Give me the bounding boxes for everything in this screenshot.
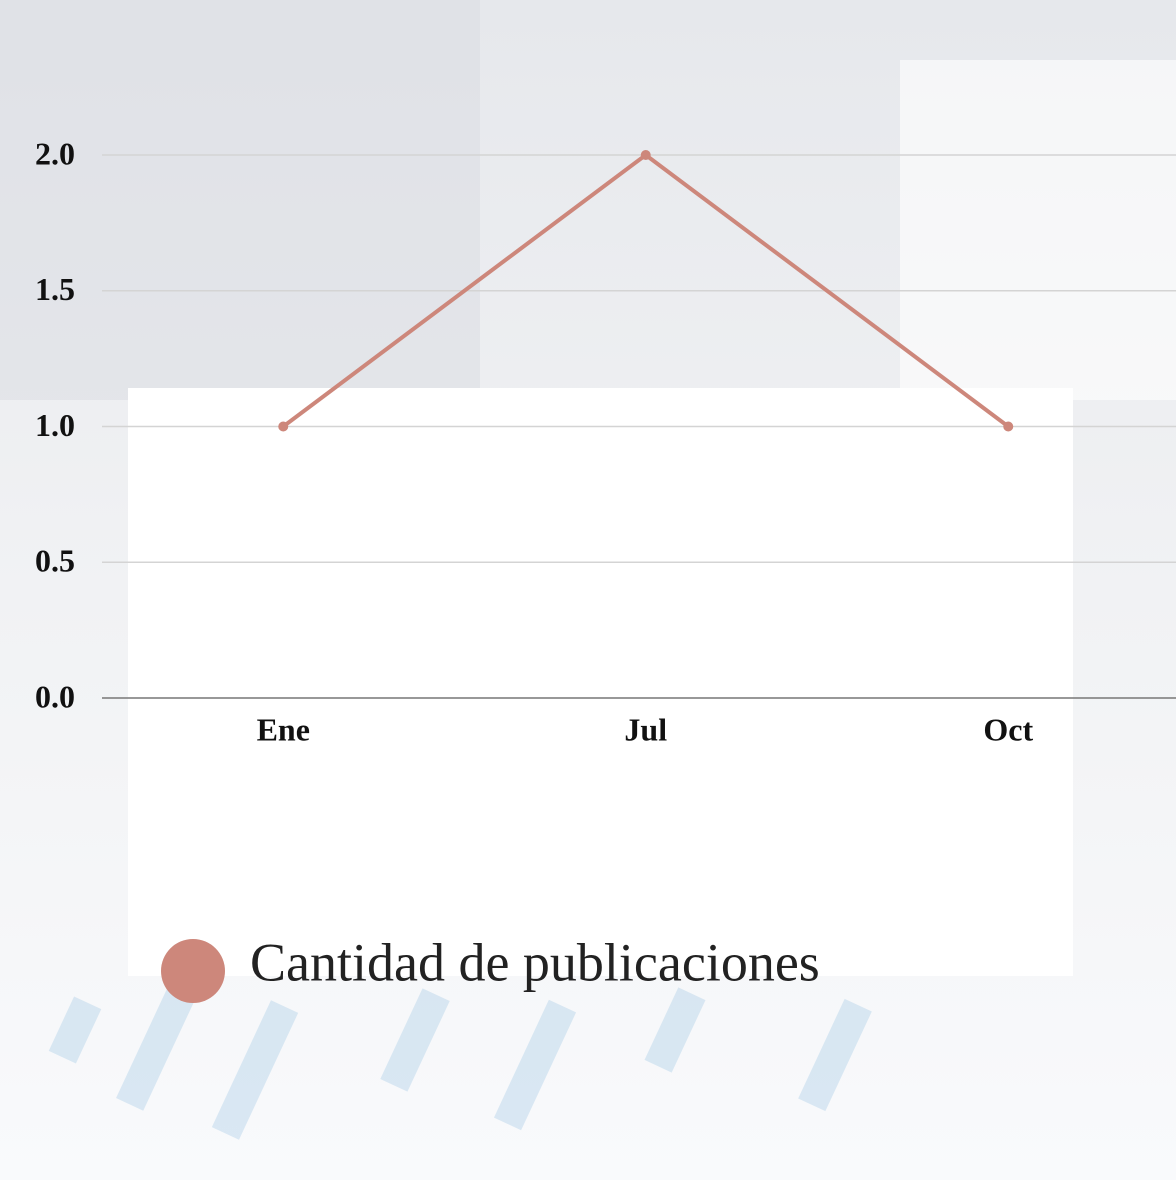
x-tick-label: Oct <box>983 711 1033 747</box>
point <box>641 150 651 160</box>
x-tick-label: Jul <box>624 711 667 747</box>
y-tick-label: 1.5 <box>35 271 75 307</box>
point <box>278 422 288 432</box>
y-tick-label: 2.0 <box>35 135 75 171</box>
y-tick-label: 0.0 <box>35 678 75 714</box>
y-tick-label: 1.0 <box>35 407 75 443</box>
legend-marker <box>161 939 225 1003</box>
panel <box>128 388 1073 976</box>
point <box>1003 422 1013 432</box>
y-tick-label: 0.5 <box>35 543 75 579</box>
legend-label: Cantidad de publicaciones <box>250 932 820 992</box>
x-tick-label: Ene <box>257 711 310 747</box>
background-photo <box>900 60 1176 400</box>
page: 0.0 0.5 1.0 1.5 2.0 Ene Jul Oct Cantidad de publ… <box>0 0 1176 1180</box>
background-photo <box>0 0 480 400</box>
chart: 0.0 0.5 1.0 1.5 2.0 Ene Jul Oct Cantidad de publ… <box>0 0 1176 1180</box>
